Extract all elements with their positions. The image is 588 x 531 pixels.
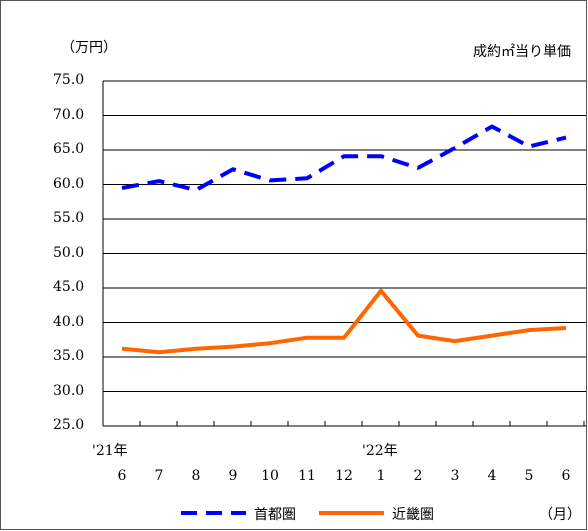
legend-label-kinki: 近畿圏 bbox=[392, 507, 434, 523]
gridlines bbox=[103, 80, 586, 392]
x-ticks bbox=[102, 421, 585, 426]
x-tick-label: 5 bbox=[524, 468, 534, 484]
y-tick-label: 60.0 bbox=[53, 175, 85, 192]
y-tick-label: 55.0 bbox=[53, 210, 85, 226]
x-tick-label: 9 bbox=[228, 468, 238, 484]
y-tick-label: 25.0 bbox=[53, 417, 85, 433]
x-tick-label: 10 bbox=[261, 468, 279, 484]
unit-label: （万円） bbox=[61, 40, 117, 56]
y-tick-label: 70.0 bbox=[53, 106, 85, 123]
y-tick-label: 65.0 bbox=[53, 141, 85, 157]
series-lines bbox=[121, 124, 567, 355]
x-tick-label: 3 bbox=[450, 468, 460, 484]
x-tick-label: 6 bbox=[561, 468, 571, 484]
chart-title: 成約㎡当り単価 bbox=[473, 44, 571, 60]
x-tick-label: 1 bbox=[376, 468, 386, 484]
x-tick-label: 4 bbox=[487, 468, 497, 484]
legend-label-shutoken: 首都圏 bbox=[254, 507, 296, 523]
y-tick-label: 75.0 bbox=[53, 72, 85, 88]
x-tick-label: 6 bbox=[117, 468, 127, 484]
x-tick-label: 2 bbox=[413, 468, 423, 484]
x-tick-label: 7 bbox=[154, 468, 164, 484]
y-tick-label: 50.0 bbox=[53, 244, 85, 261]
y-tick-label: 45.0 bbox=[53, 279, 85, 295]
year-label-2022: '22年 bbox=[362, 443, 398, 459]
y-tick-label: 30.0 bbox=[53, 382, 85, 399]
month-unit-label: （月） bbox=[539, 507, 581, 523]
y-tick-label: 40.0 bbox=[53, 313, 85, 330]
year-label-2021: '21年 bbox=[92, 443, 128, 459]
x-tick-label: 11 bbox=[298, 468, 316, 484]
x-tick-label: 12 bbox=[335, 468, 353, 484]
y-tick-label: 35.0 bbox=[53, 348, 85, 364]
x-tick-label: 8 bbox=[191, 468, 201, 484]
